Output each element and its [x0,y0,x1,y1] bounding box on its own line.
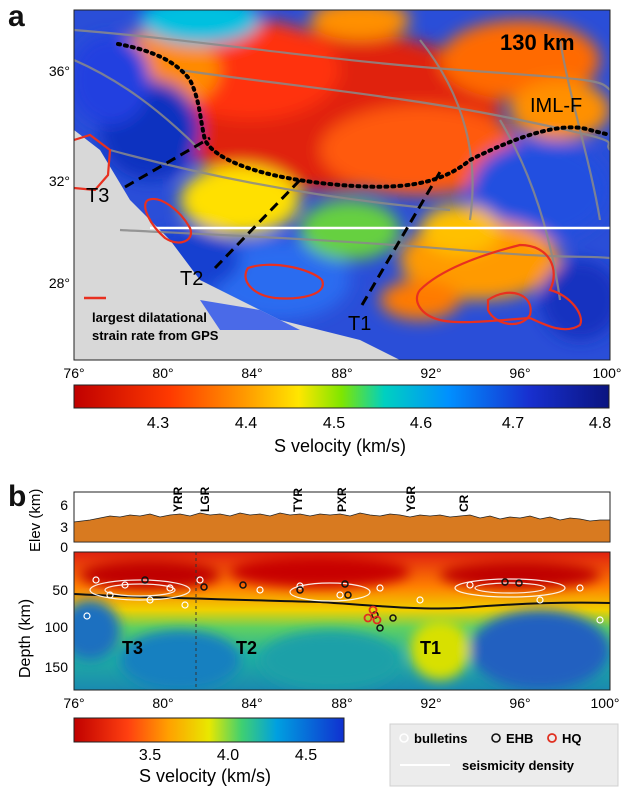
colorbar-a-tick-0: 4.3 [147,415,169,432]
colorbar-b-tick-1: 4.0 [217,747,239,764]
colorbar-a-tick-5: 4.8 [589,415,611,432]
depth-axis-label: Depth (km) [17,599,34,678]
colorbar-a-tick-4: 4.7 [502,415,524,432]
station-pxr: PXR [335,487,349,512]
profile-label-t1: T1 [348,313,371,335]
topography-profile [73,512,611,543]
station-lgr: LGR [198,486,212,512]
b-lon-tick-80: 80° [152,695,173,711]
lat-tick-32: 32° [49,173,70,189]
b-lon-tick-88: 88° [331,695,352,711]
lat-tick-36: 36° [49,63,70,79]
station-cr: CR [457,494,471,512]
b-lon-tick-96: 96° [509,695,530,711]
legend-hq-marker [547,733,557,743]
lon-tick-96: 96° [509,365,530,381]
legend-bulletins-marker [399,733,409,743]
colorbar-b [73,717,345,743]
colorbar-b-tick-2: 4.5 [295,747,317,764]
strain-legend-line1: largest dilatational [92,310,207,325]
lon-tick-92: 92° [420,365,441,381]
panel-a-label: a [8,0,25,33]
panel-b-label: b [8,480,27,513]
colorbar-a-tick-3: 4.6 [410,415,432,432]
legend-hq: HQ [562,731,582,746]
colorbar-a [73,384,610,409]
panel-a-map: 36° 32° 28° 76° 80° 84° 88° 92° 96° 100°… [49,9,622,456]
colorbar-a-title: S velocity (km/s) [274,436,406,456]
section-label-t2: T2 [236,638,257,658]
legend-ehb: EHB [506,731,533,746]
station-tyr: TYR [291,488,305,512]
colorbar-a-tick-2: 4.5 [323,415,345,432]
lon-tick-80: 80° [152,365,173,381]
legend-density: seismicity density [462,758,575,773]
section-label-t1: T1 [420,638,441,658]
station-yrr: YRR [171,486,185,512]
depth-tick-150: 150 [45,659,69,675]
b-lon-tick-100: 100° [591,695,620,711]
elev-tick-6: 6 [60,497,68,513]
legend-box [389,723,619,787]
colorbar-b-tick-0: 3.5 [139,747,161,764]
depth-tick-100: 100 [45,619,69,635]
colorbar-a-tick-1: 4.4 [235,415,257,432]
lon-tick-76: 76° [63,365,84,381]
b-lon-tick-92: 92° [420,695,441,711]
panel-b-section: YRR LGR TYR PXR YGR CR Elev (km) 6 3 0 D… [17,486,620,787]
lon-tick-88: 88° [331,365,352,381]
depth-label: 130 km [500,30,575,55]
profile-label-t2: T2 [180,268,203,290]
b-lon-tick-76: 76° [63,695,84,711]
legend-bulletins: bulletins [414,731,467,746]
lat-tick-28: 28° [49,275,70,291]
colorbar-b-title: S velocity (km/s) [139,766,271,786]
lon-tick-84: 84° [241,365,262,381]
legend-ehb-marker [491,733,501,743]
station-ygr: YGR [404,486,418,512]
elev-tick-0: 0 [60,539,68,555]
strain-legend-line2: strain rate from GPS [92,328,219,343]
elev-tick-3: 3 [60,519,68,535]
fault-label: IML-F [530,95,582,117]
lon-tick-100: 100° [593,365,622,381]
profile-label-t3: T3 [86,185,109,207]
elev-axis-label: Elev (km) [27,489,44,552]
section-label-t3: T3 [122,638,143,658]
depth-tick-50: 50 [52,582,68,598]
b-lon-tick-84: 84° [241,695,262,711]
